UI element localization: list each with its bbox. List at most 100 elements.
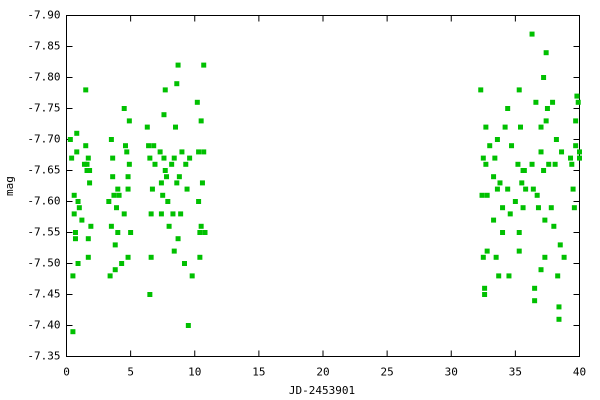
point [125, 186, 131, 192]
y-tick-label: -7.90 [27, 9, 60, 22]
point [158, 180, 164, 186]
point [110, 155, 116, 161]
point [577, 149, 582, 155]
point [482, 285, 488, 291]
point [179, 149, 185, 155]
point [164, 174, 170, 180]
point [518, 124, 524, 130]
point [72, 230, 78, 235]
point [84, 161, 90, 167]
point [551, 223, 557, 229]
point [556, 304, 562, 310]
point [556, 316, 562, 322]
point [112, 267, 118, 273]
point [175, 62, 181, 68]
y-tick-label: -7.70 [27, 133, 60, 146]
point [533, 99, 539, 105]
point [484, 192, 490, 198]
point [571, 205, 577, 211]
point [538, 267, 544, 273]
point [170, 211, 176, 217]
point [483, 124, 489, 130]
x-tick-label: 20 [316, 366, 329, 379]
point [505, 106, 511, 111]
point [506, 273, 512, 279]
point [128, 230, 134, 235]
point [81, 161, 87, 167]
x-tick-label: 15 [252, 366, 265, 379]
point [497, 180, 503, 186]
point [534, 192, 540, 198]
point [121, 211, 127, 217]
point [173, 124, 179, 130]
point [500, 205, 506, 211]
point [71, 192, 77, 198]
point [85, 254, 91, 260]
point [505, 186, 511, 192]
point [162, 168, 168, 173]
point [542, 217, 548, 223]
point [516, 248, 522, 254]
point [496, 273, 502, 279]
point [555, 273, 561, 279]
point [148, 254, 154, 260]
y-tick-label: -7.50 [27, 257, 60, 270]
point [538, 124, 544, 130]
point [106, 199, 112, 204]
point [509, 143, 515, 149]
point [122, 143, 128, 149]
point [568, 155, 574, 161]
point [162, 87, 168, 93]
point [107, 273, 113, 279]
point [85, 155, 91, 161]
point [160, 192, 166, 198]
point [116, 192, 122, 198]
point [543, 118, 549, 124]
point [494, 137, 500, 142]
point [75, 199, 81, 204]
point [149, 186, 155, 192]
point [202, 230, 208, 235]
point [121, 106, 127, 111]
point [561, 254, 567, 260]
point [87, 180, 93, 186]
point [126, 161, 132, 167]
point [183, 161, 189, 167]
point [516, 230, 522, 235]
point [181, 261, 187, 266]
point [187, 155, 193, 161]
point [516, 87, 522, 93]
point [171, 155, 177, 161]
point [157, 149, 163, 155]
point [83, 143, 89, 149]
y-tick-label: -7.45 [27, 288, 60, 301]
point [74, 130, 80, 136]
x-axis-label: JD-2453901 [289, 384, 355, 397]
point [178, 211, 184, 217]
point [87, 168, 93, 173]
point [196, 149, 202, 155]
point [111, 192, 117, 198]
point [70, 273, 76, 279]
y-tick-label: -7.85 [27, 40, 60, 53]
point [147, 292, 153, 297]
point [115, 230, 121, 235]
point [175, 236, 181, 242]
point [544, 106, 550, 111]
point [546, 161, 552, 167]
point [165, 199, 171, 204]
point [559, 149, 565, 155]
point [574, 93, 580, 99]
point [184, 186, 190, 192]
point [125, 174, 131, 180]
point [189, 273, 195, 279]
point [108, 137, 114, 142]
point [198, 223, 204, 229]
point [197, 230, 203, 235]
point [502, 124, 508, 130]
point [201, 149, 207, 155]
point [491, 217, 497, 223]
point [174, 180, 180, 186]
point [146, 143, 152, 149]
